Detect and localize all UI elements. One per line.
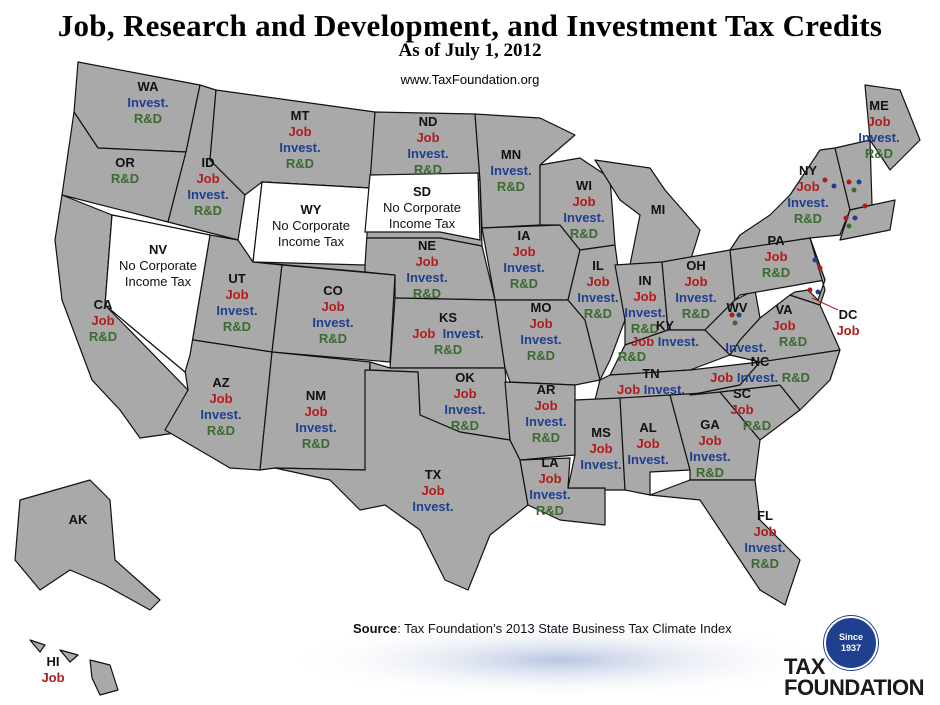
capitol-seal-icon: Since 1937 [824,616,878,670]
label-ia: IA Job Invest. R&D [503,228,545,291]
label-co: CO Job Invest. R&D [312,283,354,346]
label-pa: PA Job R&D [761,233,791,280]
dot [812,257,818,263]
source-label: Source [353,621,398,636]
label-tx: TX Job Invest. [412,467,454,514]
map-title: Job, Research and Development, and Inves… [57,8,883,43]
logo-word-tax: TAX [784,654,825,679]
label-mo: MO Job Invest. R&D [520,300,562,363]
state-nv-notax [104,214,211,374]
dot [831,183,837,189]
label-ca: CA Job R&D [88,297,118,344]
source-note: Source: Tax Foundation’s 2013 State Busi… [353,621,732,636]
label-ky-rd: R&D [617,349,647,364]
state-wy-notax [252,181,371,266]
label-la: LA Job Invest. R&D [529,455,571,518]
label-wv-inv: Invest. [725,340,767,355]
label-il: IL Job Invest. R&D [577,258,619,321]
label-nd: ND Job Invest. R&D [407,114,449,177]
label-mi: MI [650,202,666,217]
label-in: IN Job Invest. R&D [624,273,666,336]
label-mn: MN Invest. R&D [490,147,532,194]
label-oh: OH Job Invest. R&D [675,258,717,321]
label-wa: WA Invest. R&D [127,79,169,126]
label-ak: AK [68,512,88,527]
dot [736,312,742,318]
state-new-england [839,199,896,241]
source-text: : Tax Foundation’s 2013 State Business T… [397,621,732,636]
dot [822,177,828,183]
label-ok: OK Job Invest. R&D [444,370,486,433]
label-ne: NE Job Invest. R&D [406,238,448,301]
label-mt: MT Job Invest. R&D [279,108,321,171]
label-wi: WI Job Invest. R&D [563,178,605,241]
state-me [864,84,921,171]
label-hi: HI Job [41,654,65,685]
label-az: AZ Job Invest. R&D [200,375,242,438]
state-sd-notax [364,172,481,241]
label-id: ID Job Invest. R&D [187,155,229,218]
label-ms: MS Job Invest. [580,425,622,472]
state-ak [14,479,161,611]
label-nc: NC Job Invest. R&D [710,354,810,385]
dot [815,289,821,295]
label-ky: KY Job Invest. [631,318,699,349]
dot [852,215,858,221]
dot [843,215,849,221]
label-ks: KS Job Invest. R&D [412,310,484,357]
label-tn: TN Job Invest. [617,366,685,397]
label-dc: DC Job [836,307,860,338]
label-wv: WV [726,300,748,315]
state-hi [29,639,119,696]
label-wy: WY No Corporate Income Tax [271,202,351,249]
label-ny: NY Job Invest. R&D [787,163,829,226]
dot [807,287,813,293]
label-va: VA Job R&D [772,302,808,349]
dot [817,265,823,271]
label-al: AL Job Invest. [627,420,669,467]
state-il [567,244,626,381]
state-nc [689,349,841,411]
label-fl: FL Job Invest. R&D [744,508,786,571]
dot [862,203,868,209]
state-la [519,457,606,526]
state-nj-de-md [789,237,826,306]
dot [846,223,852,229]
state-tx [274,369,529,591]
label-sd: SD No Corporate Income Tax [382,184,462,231]
label-sc: SC Job R&D [730,386,772,433]
state-ar [504,381,576,461]
label-or: OR R&D [110,155,140,186]
logo-word-foundation: FOUNDATION [784,675,925,700]
label-me: ME Job Invest. R&D [858,98,900,161]
label-ga: GA Job Invest. R&D [689,417,731,480]
map-subtitle: As of July 1, 2012 [398,40,542,61]
dot [846,179,852,185]
dot [851,187,857,193]
label-nm: NM Job Invest. R&D [295,388,337,451]
website-url[interactable]: www.TaxFoundation.org [400,72,540,87]
dot [732,320,738,326]
tax-foundation-logo: Since 1937 TAX FOUNDATION [784,616,934,701]
label-ut: UT Job Invest. R&D [216,271,258,334]
state-fl [649,479,801,606]
label-ar: AR Job Invest. R&D [525,382,567,445]
dot [729,312,735,318]
label-nv: NV No Corporate Income Tax [118,242,198,289]
dot [856,179,862,185]
